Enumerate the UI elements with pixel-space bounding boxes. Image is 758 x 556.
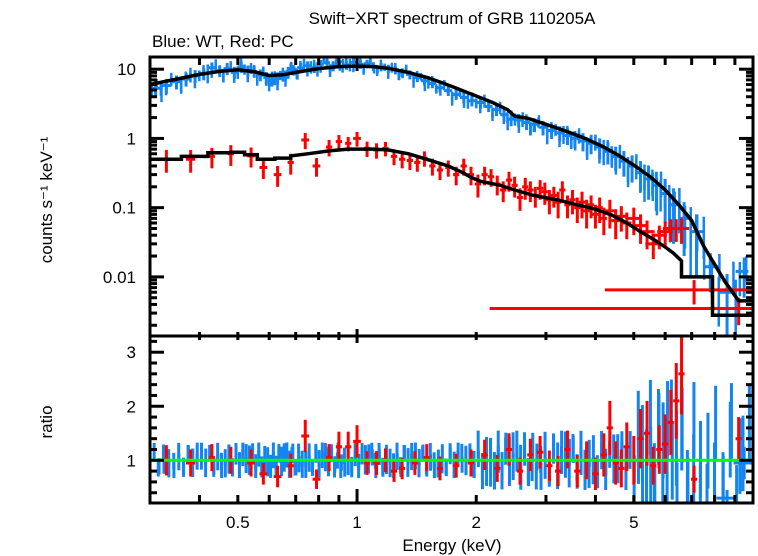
chart-subtitle: Blue: WT, Red: PC	[152, 32, 294, 51]
y-tick-label: 3	[127, 343, 136, 362]
x-axis-label: Energy (keV)	[402, 536, 501, 555]
chart-title: Swift−XRT spectrum of GRB 110205A	[309, 9, 596, 28]
y-tick-label: 0.1	[112, 199, 136, 218]
y-tick-label: 1	[127, 129, 136, 148]
pc-model-curve	[150, 147, 753, 317]
x-tick-label: 0.5	[226, 513, 250, 532]
plot-frame	[148, 55, 755, 505]
y-tick-label: 10	[117, 60, 136, 79]
x-tick-label: 2	[472, 513, 481, 532]
x-tick-label: 1	[352, 513, 361, 532]
ratio-panel-data	[150, 336, 753, 503]
y-tick-labels-spectrum: 10 1 0.1 0.01	[103, 60, 136, 287]
y-tick-label: 1	[127, 451, 136, 470]
y-tick-label: 0.01	[103, 268, 136, 287]
y-axis-label-ratio: ratio	[37, 405, 56, 438]
y-axis-label-spectrum: counts s⁻¹ keV⁻¹	[37, 136, 56, 263]
x-tick-label: 5	[629, 513, 638, 532]
y-tick-labels-ratio: 1 2 3	[127, 343, 136, 470]
wt-model-curve	[150, 64, 753, 303]
spectrum-panel-data	[150, 57, 753, 336]
x-tick-labels: 0.5 1 2 5	[226, 513, 639, 532]
y-tick-label: 2	[127, 397, 136, 416]
